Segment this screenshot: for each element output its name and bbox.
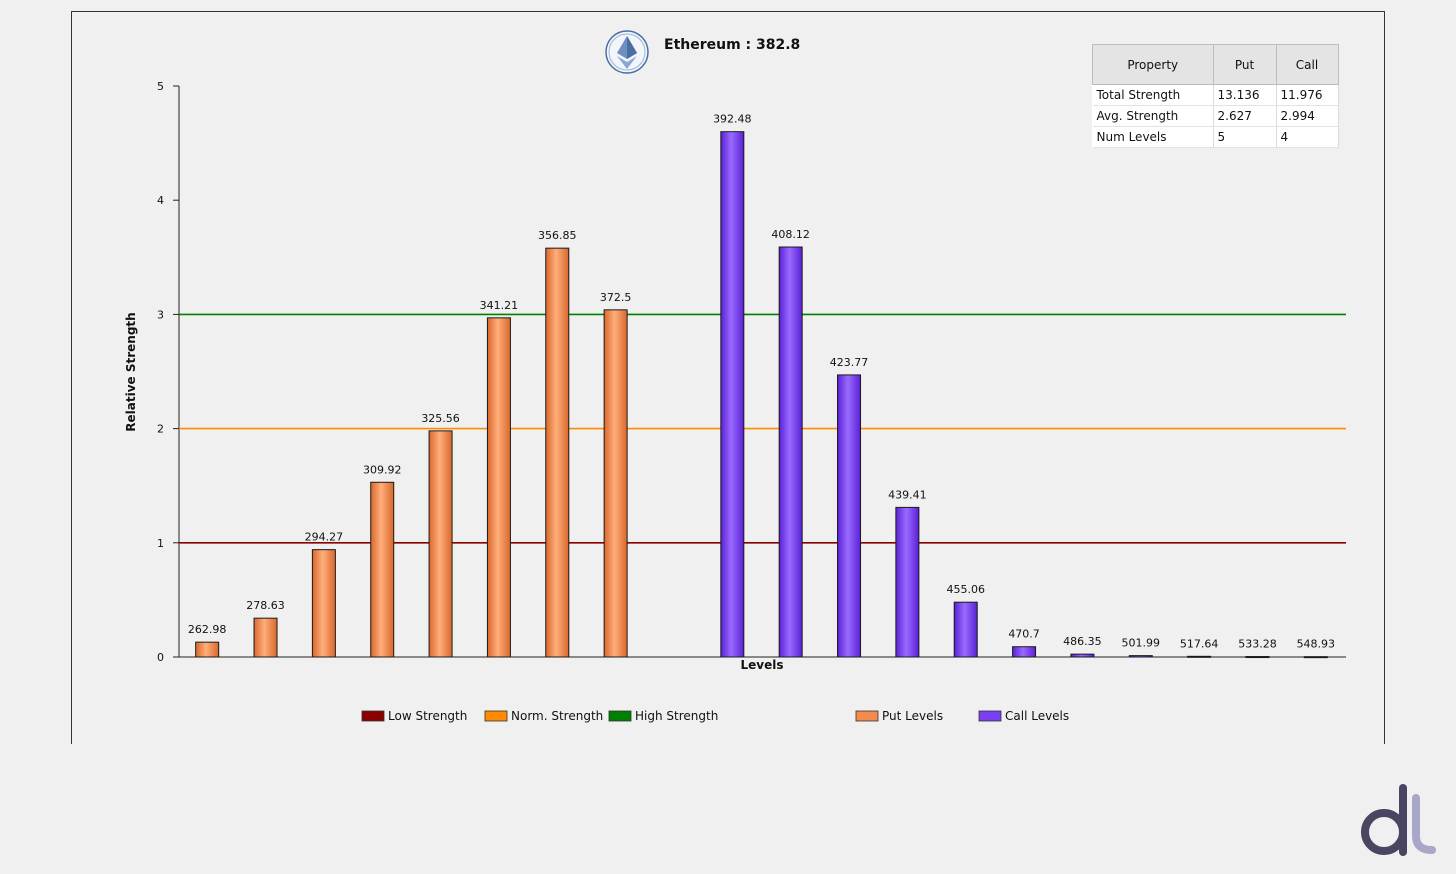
table-header-put: Put <box>1212 44 1277 85</box>
table-cell: 4 <box>1276 126 1339 148</box>
bar-value-label: 533.28 <box>1238 638 1277 651</box>
call-bar <box>837 374 862 658</box>
table-header-property: Property <box>1092 44 1214 85</box>
bar-value-label: 486.35 <box>1063 635 1102 648</box>
table-cell: Total Strength <box>1092 84 1214 106</box>
table-cell: 2.994 <box>1276 105 1339 127</box>
table-cell: 11.976 <box>1276 84 1339 106</box>
dt-logo-icon <box>1361 784 1436 856</box>
bars <box>195 131 1328 659</box>
legend-swatch <box>484 710 508 722</box>
put-bar <box>428 430 453 658</box>
bar-value-label: 517.64 <box>1180 637 1219 650</box>
put-bar <box>253 617 278 658</box>
table-cell: Avg. Strength <box>1092 105 1214 127</box>
y-axis-label: Relative Strength <box>124 312 138 431</box>
table-cell: 5 <box>1213 126 1277 148</box>
call-bar <box>1187 655 1212 658</box>
put-bar <box>545 247 570 658</box>
call-bar <box>1128 655 1153 658</box>
call-bar <box>895 506 920 658</box>
y-axis-ticks: 0 1 2 3 4 5 <box>157 80 179 664</box>
legend-swatch <box>608 710 632 722</box>
bar-value-label: 439.41 <box>888 488 927 501</box>
legend-swatch <box>978 710 1002 722</box>
bar-value-label: 262.98 <box>188 623 227 636</box>
legend-label: High Strength <box>635 709 718 723</box>
bar-value-label: 341.21 <box>480 299 519 312</box>
put-bar <box>370 481 395 658</box>
y-tick-label: 3 <box>157 308 164 321</box>
call-bar <box>1245 656 1270 659</box>
bar-value-label: 455.06 <box>946 583 985 596</box>
call-bar <box>953 601 978 658</box>
bar-value-label: 501.99 <box>1122 637 1161 650</box>
bar-labels: 262.98 278.63 294.27 309.92 325.56 341.21 356.… <box>188 113 1335 651</box>
put-bar <box>311 549 336 658</box>
put-bar <box>603 309 628 658</box>
table-row: Num Levels 5 4 <box>1092 126 1339 148</box>
table-row: Avg. Strength 2.627 2.994 <box>1092 105 1339 127</box>
legend-label: Put Levels <box>882 709 943 723</box>
bar-value-label: 392.48 <box>713 113 752 126</box>
x-axis-label: Levels <box>740 658 783 672</box>
bar-value-label: 423.77 <box>830 356 869 369</box>
bar-value-label: 408.12 <box>771 228 810 241</box>
call-bar <box>1303 656 1328 659</box>
legend-swatch <box>855 710 879 722</box>
bar-value-label: 325.56 <box>421 412 460 425</box>
y-tick-label: 0 <box>157 651 164 664</box>
put-bar <box>195 641 220 658</box>
call-bar <box>778 246 803 658</box>
bar-value-label: 294.27 <box>305 531 344 544</box>
legend-label: Call Levels <box>1005 709 1069 723</box>
bar-value-label: 309.92 <box>363 463 402 476</box>
chart-title: Ethereum : 382.8 <box>664 37 800 53</box>
property-table: Property Put Call Total Strength 13.136 … <box>1092 44 1339 148</box>
bar-value-label: 356.85 <box>538 229 577 242</box>
legend: Low Strength Norm. Strength High Strength P… <box>361 709 1069 723</box>
table-row: Total Strength 13.136 11.976 <box>1092 84 1339 106</box>
call-bar <box>1012 646 1037 658</box>
y-tick-label: 4 <box>157 194 164 207</box>
table-cell: Num Levels <box>1092 126 1214 148</box>
y-tick-label: 2 <box>157 423 164 436</box>
legend-label: Norm. Strength <box>511 709 603 723</box>
table-header-row: Property Put Call <box>1092 44 1339 85</box>
y-tick-label: 5 <box>157 80 164 93</box>
y-tick-label: 1 <box>157 537 164 550</box>
chart-frame <box>71 11 1385 744</box>
legend-label: Low Strength <box>388 709 467 723</box>
bar-value-label: 278.63 <box>246 599 285 612</box>
bar-value-label: 372.5 <box>600 291 632 304</box>
table-cell: 13.136 <box>1213 84 1277 106</box>
bar-value-label: 470.7 <box>1008 628 1040 641</box>
legend-swatch <box>361 710 385 722</box>
ethereum-logo-icon <box>605 30 649 74</box>
table-header-call: Call <box>1275 44 1339 85</box>
put-bar <box>486 317 511 658</box>
call-bar <box>720 131 745 658</box>
reference-lines <box>179 313 1346 544</box>
bar-value-label: 548.93 <box>1297 638 1336 651</box>
call-bar <box>1070 653 1095 658</box>
table-cell: 2.627 <box>1213 105 1277 127</box>
